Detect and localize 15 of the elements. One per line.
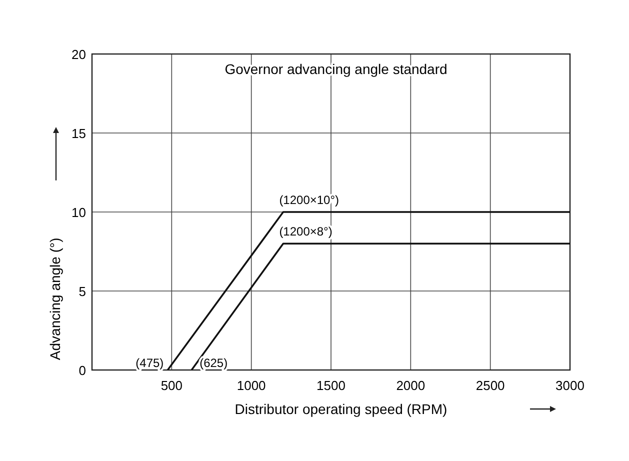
y-tick-label: 0 (78, 363, 86, 378)
annotation: (475) (136, 356, 164, 370)
y-tick-label: 20 (72, 47, 86, 62)
y-axis-title: Advancing angle (°) (47, 238, 63, 360)
x-tick-label: 1500 (316, 378, 346, 393)
x-tick-label: 500 (160, 378, 183, 393)
y-tick-label: 5 (78, 284, 86, 299)
x-tick-label: 2500 (476, 378, 505, 393)
annotation: (625) (200, 356, 228, 370)
x-axis-title: Distributor operating speed (RPM) (234, 401, 448, 417)
y-tick-label: 10 (72, 205, 86, 220)
x-tick-label: 2000 (396, 378, 426, 393)
x-tick-label: 1000 (236, 378, 266, 393)
x-tick-label: 3000 (556, 378, 584, 393)
y-tick-label: 15 (72, 126, 86, 141)
